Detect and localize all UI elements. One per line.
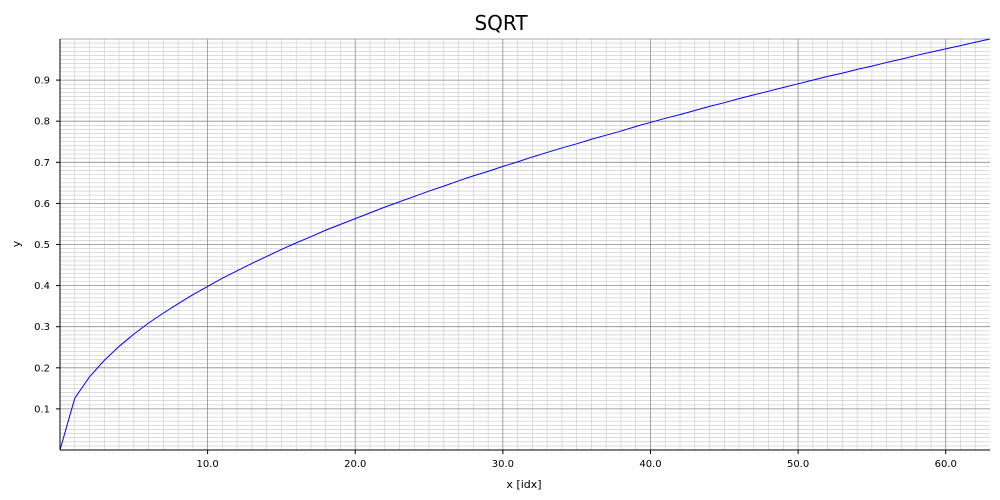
y-tick-label: 0.5	[34, 240, 50, 251]
x-tick-label: 50.0	[787, 459, 809, 470]
y-tick-label: 0.8	[34, 117, 50, 128]
x-tick-label: 40.0	[639, 459, 661, 470]
chart-title: SQRT	[474, 11, 528, 35]
y-tick-label: 0.3	[34, 322, 50, 333]
x-axis-ticks: 10.0 20.0 30.0 40.0 50.0 60.0	[196, 450, 957, 470]
y-axis-label: y	[10, 240, 23, 247]
x-tick-label: 30.0	[492, 459, 514, 470]
series-layer	[59, 38, 991, 451]
y-tick-label: 0.4	[34, 281, 50, 292]
x-tick-label: 10.0	[196, 459, 218, 470]
x-tick-label: 20.0	[344, 459, 366, 470]
y-axis-ticks: 0.1 0.2 0.3 0.4 0.5 0.6 0.7 0.8 0.9	[34, 76, 60, 415]
y-tick-label: 0.1	[34, 404, 50, 415]
x-tick-label: 60.0	[935, 459, 957, 470]
x-axis-label: x [idx]	[506, 478, 541, 491]
y-tick-label: 0.6	[34, 199, 50, 210]
y-tick-label: 0.7	[34, 158, 50, 169]
series-line	[59, 38, 991, 451]
y-tick-label: 0.2	[34, 363, 50, 374]
grid	[60, 38, 990, 450]
y-tick-label: 0.9	[34, 76, 50, 87]
